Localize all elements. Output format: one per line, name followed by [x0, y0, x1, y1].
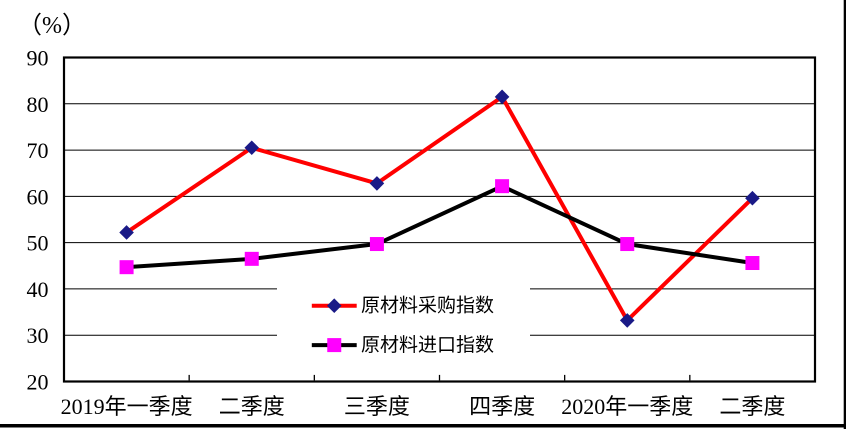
x-axis-label: 四季度 [469, 394, 535, 419]
y-axis-label: 20 [27, 370, 49, 395]
y-axis-label: 50 [27, 231, 49, 256]
plot-border [62, 56, 817, 383]
series-1-marker [619, 313, 635, 328]
y-axis-label: 90 [27, 46, 49, 71]
page-bottom-edge-rule [0, 424, 846, 428]
series-2-marker [620, 237, 635, 252]
series-1-marker [119, 225, 134, 240]
y-axis-label: 80 [27, 92, 49, 117]
series-1-marker [745, 190, 760, 206]
series-2-marker [369, 237, 384, 252]
series-2-marker [119, 260, 134, 275]
page-right-edge-rule [843, 0, 846, 429]
x-axis-label: 二季度 [219, 394, 285, 419]
series-2-marker [495, 179, 510, 194]
series-1-marker [369, 176, 385, 191]
y-axis-label: 60 [27, 184, 49, 209]
x-axis-label: 2019年一季度 [61, 394, 193, 419]
legend-label: 原材料进口指数 [361, 334, 494, 356]
x-axis-label: 二季度 [719, 394, 785, 419]
legend-box [277, 285, 530, 360]
series-2-marker [745, 256, 760, 271]
series-2-marker [244, 251, 259, 266]
series-1-line [124, 94, 755, 323]
y-axis-label: 70 [27, 138, 49, 163]
y-axis-label: 40 [27, 277, 49, 302]
x-axis-label: 三季度 [344, 394, 410, 419]
legend-label: 原材料采购指数 [361, 295, 494, 317]
series-1-marker [244, 140, 260, 156]
y-axis-unit-label: （%） [18, 13, 86, 39]
series-1-marker [494, 89, 510, 105]
series-2-line [124, 184, 755, 270]
legend-marker [326, 298, 342, 313]
x-axis-label: 2020年一季度 [561, 394, 693, 419]
y-axis-label: 30 [27, 323, 49, 348]
legend-marker [327, 338, 342, 353]
